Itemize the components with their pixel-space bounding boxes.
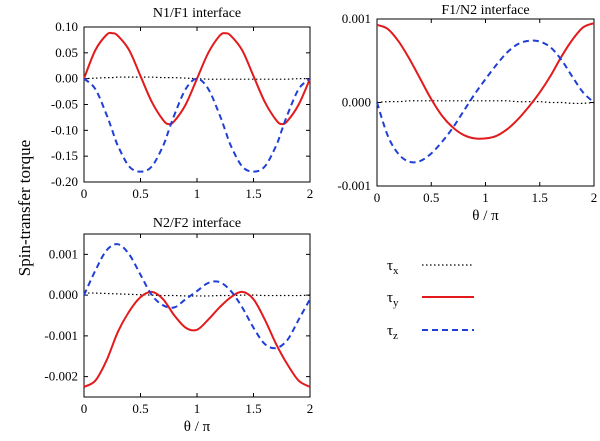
x-tick-label: 1 (194, 401, 201, 416)
y-axis-label: Spin-transfer torque (15, 140, 34, 276)
y-tick-label: 0.00 (55, 71, 78, 86)
y-tick-label: 0.000 (49, 287, 78, 302)
series-line-tx (376, 100, 595, 105)
x-tick-label: 1.5 (532, 190, 548, 205)
y-tick-label: -0.001 (337, 178, 371, 193)
x-tick-label: 1 (194, 186, 201, 201)
x-tick-label: 0 (81, 401, 88, 416)
panel-title: N2/F2 interface (153, 216, 241, 231)
x-tick-label: 1 (482, 190, 489, 205)
panel-title: N1/F1 interface (153, 6, 241, 21)
legend-entry-tx: τx (387, 258, 474, 277)
x-tick-label: 2 (307, 401, 314, 416)
x-tick-label: 0.5 (132, 401, 148, 416)
y-tick-label: -0.002 (44, 369, 78, 384)
plot-frame (83, 26, 311, 183)
legend-label: τz (387, 323, 398, 342)
series-line-tz (83, 243, 311, 350)
series-line-tz (376, 39, 595, 164)
series-line-ty (83, 31, 311, 126)
y-tick-label: -0.20 (51, 174, 78, 189)
y-tick-label: 0.000 (342, 95, 371, 110)
x-tick-label: 2 (307, 186, 314, 201)
legend-entry-ty: τy (387, 290, 474, 309)
legend: τx τy τz (387, 258, 474, 342)
legend-label: τy (387, 290, 399, 309)
series-line-ty (83, 290, 311, 388)
x-tick-label: 0 (81, 186, 88, 201)
y-tick-label: 0.001 (342, 11, 371, 26)
series-line-ty (376, 22, 595, 140)
x-tick-label: 1.5 (245, 186, 261, 201)
panel-title: F1/N2 interface (441, 3, 529, 18)
plot-frame (83, 233, 311, 398)
chart-panel-3: N2/F2 interface 0 0.5 1 1.5 2 0.001 0.000 -0.001… (44, 216, 313, 435)
x-tick-label: 0 (374, 190, 381, 205)
x-tick-label: 0.5 (423, 190, 439, 205)
series-line-tx (83, 292, 311, 297)
series-line-tz (83, 77, 311, 173)
x-tick-label: 0.5 (132, 186, 148, 201)
x-axis-label: θ / π (184, 419, 211, 435)
y-tick-label: 0.001 (49, 246, 78, 261)
x-axis-label: θ / π (472, 208, 499, 224)
legend-entry-tz: τz (387, 323, 474, 342)
x-tick-label: 1.5 (245, 401, 261, 416)
y-tick-label: 0.05 (55, 45, 78, 60)
y-tick-label: -0.15 (51, 148, 78, 163)
legend-label: τx (387, 258, 399, 277)
x-tick-label: 2 (591, 190, 598, 205)
y-tick-label: -0.05 (51, 97, 78, 112)
y-tick-label: -0.10 (51, 122, 78, 137)
chart-panel-1: N1/F1 interface 0 0.5 1 1.5 2 0.10 0.05 0.00 -0.0… (51, 6, 313, 201)
y-tick-label: 0.10 (55, 19, 78, 34)
y-tick-label: -0.001 (44, 328, 78, 343)
charts: N1/F1 interface 0 0.5 1 1.5 2 0.10 0.05 0.00 -0.0… (44, 3, 597, 435)
chart-panel-2: F1/N2 interface 0 0.5 1 1.5 2 0.001 0.000 -0.001… (337, 3, 597, 224)
